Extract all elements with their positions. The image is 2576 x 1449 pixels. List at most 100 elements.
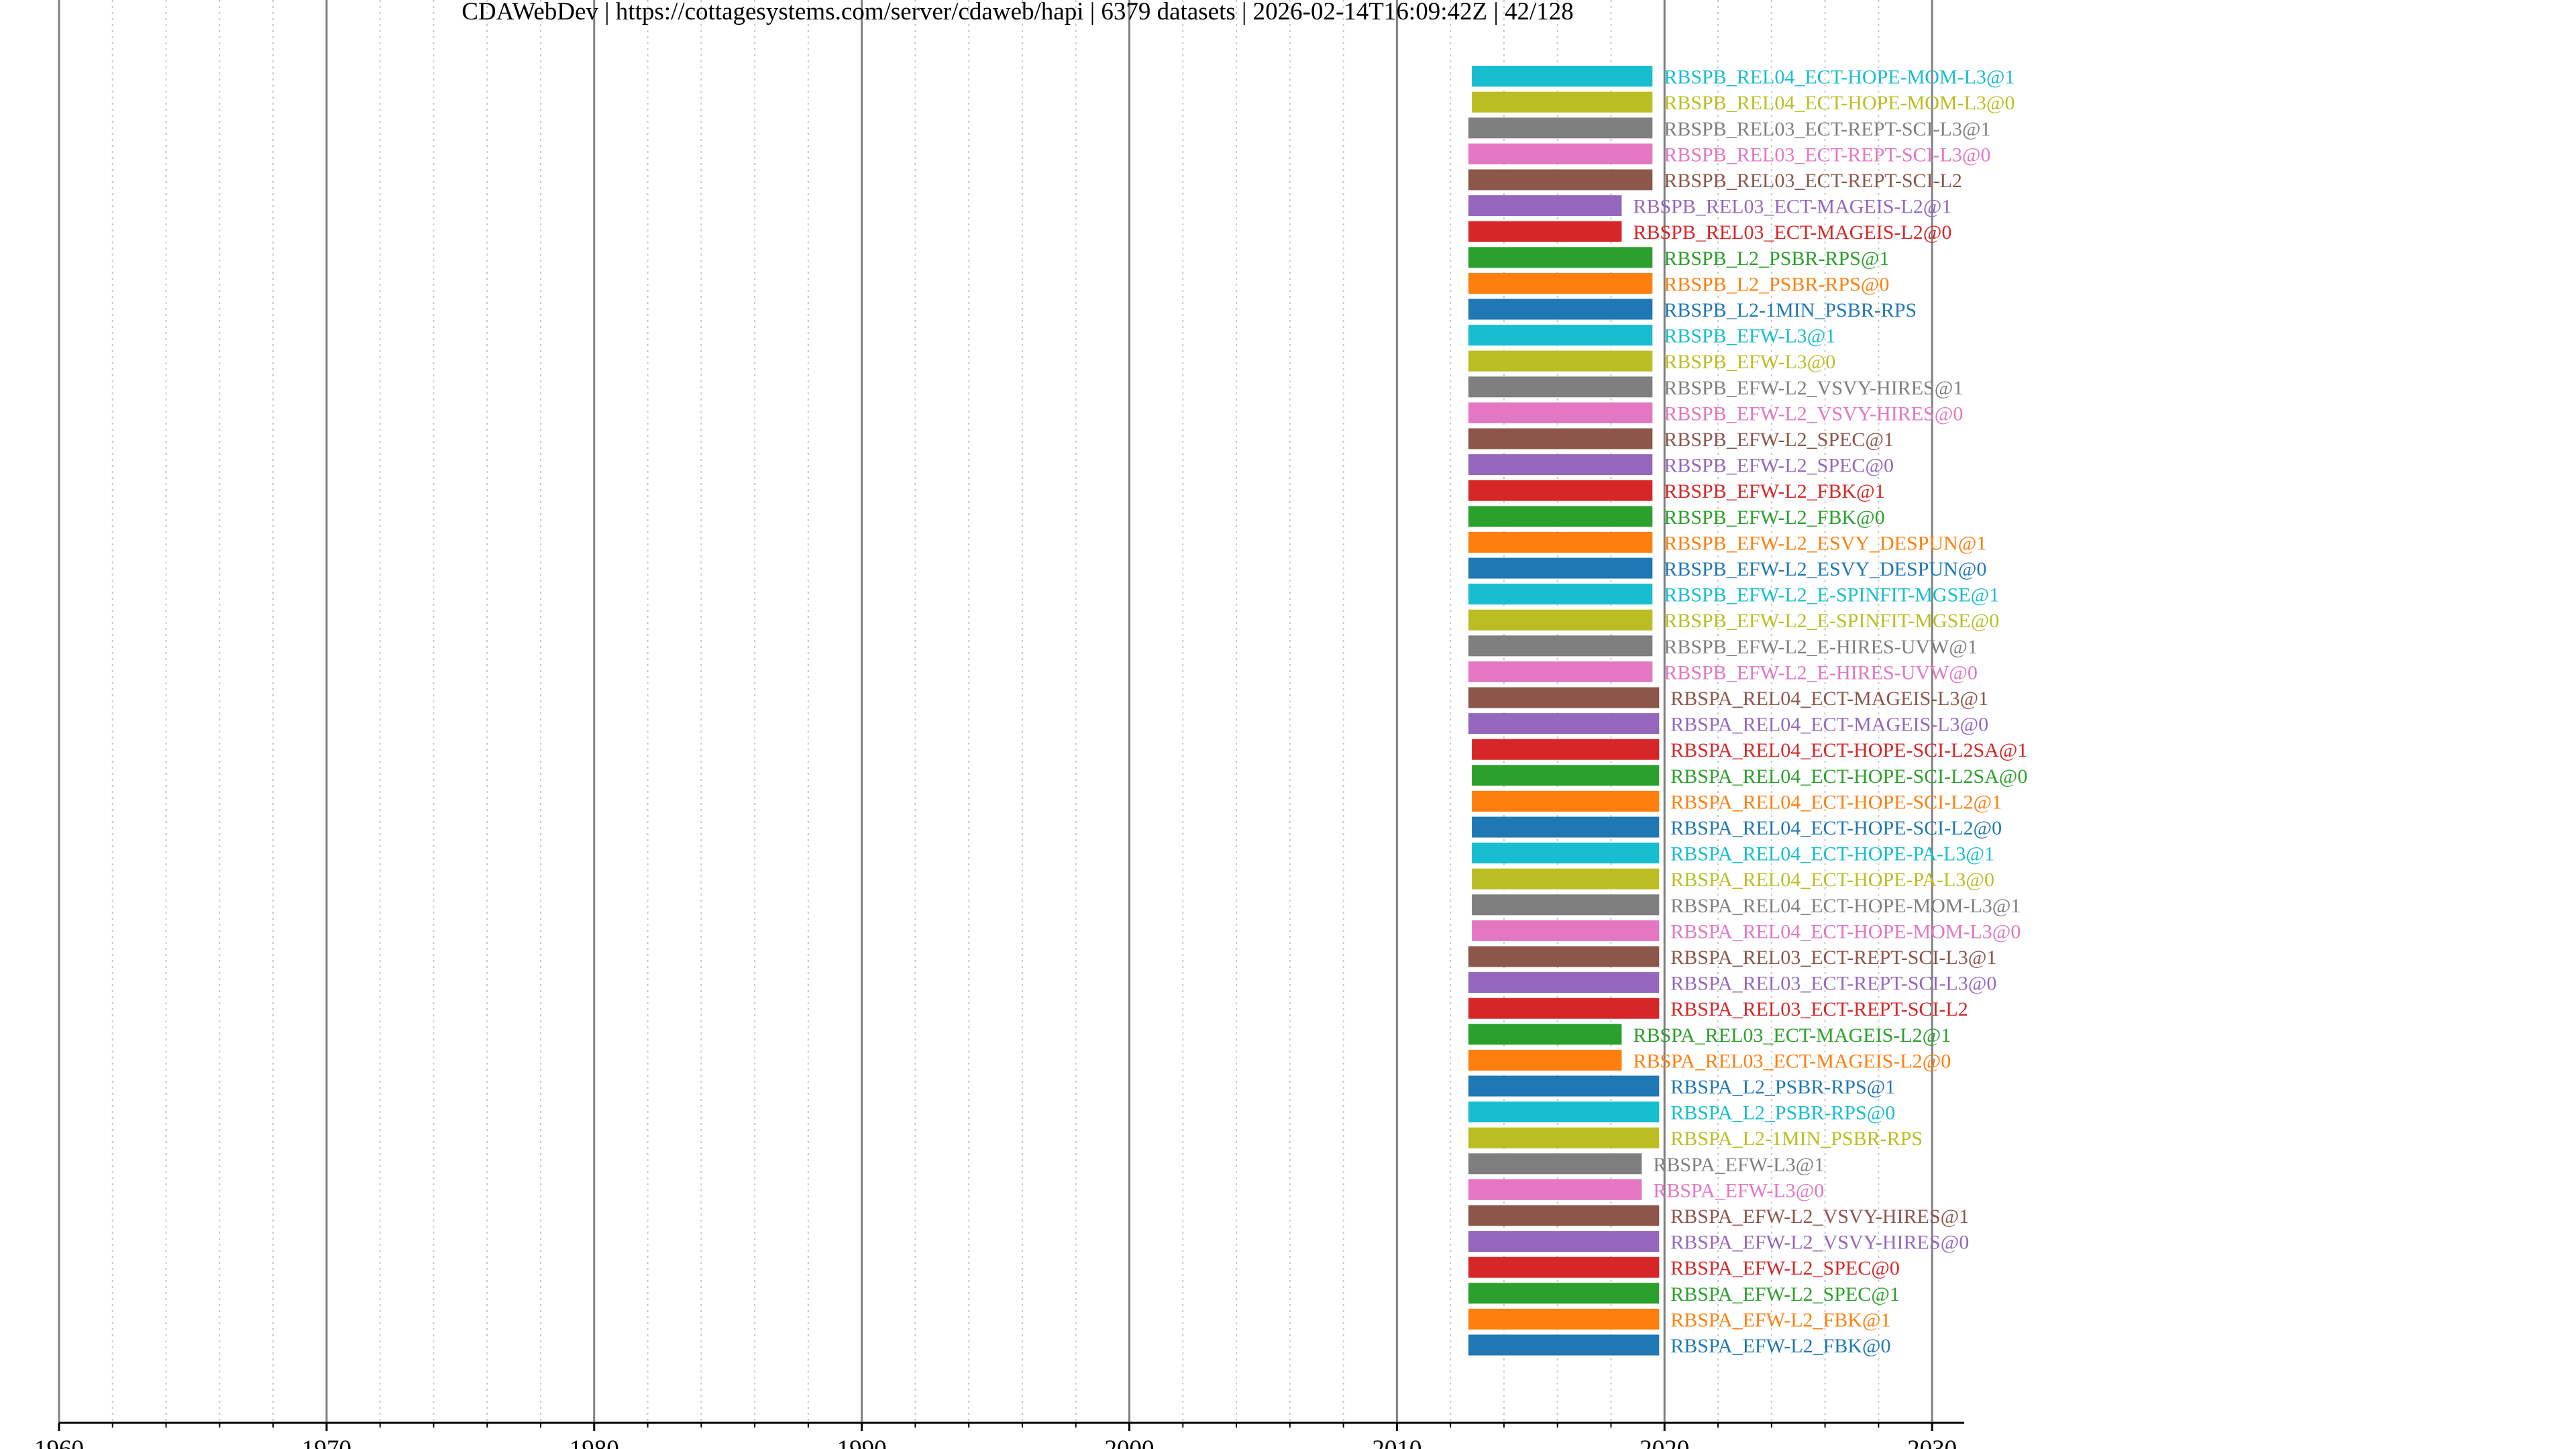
x-tick-label: 2030	[1907, 1436, 1957, 1449]
dataset-label: RBSPA_REL04_ECT-HOPE-PA-L3@1	[1670, 843, 1994, 865]
dataset-label: RBSPA_EFW-L3@1	[1653, 1154, 1824, 1176]
dataset-label: RBSPB_EFW-L2_E-SPINFIT-MGSE@0	[1664, 610, 1999, 632]
dataset-bar	[1472, 894, 1660, 916]
dataset-label: RBSPA_REL04_ECT-HOPE-SCI-L2@1	[1670, 791, 2002, 813]
dataset-label: RBSPB_REL04_ECT-HOPE-MOM-L3@0	[1664, 92, 2015, 114]
dataset-bar	[1468, 557, 1653, 579]
dataset-label: RBSPB_EFW-L2_ESVY_DESPUN@0	[1664, 558, 1986, 580]
dataset-label: RBSPA_REL04_ECT-HOPE-MOM-L3@1	[1670, 895, 2021, 917]
dataset-label: RBSPA_REL04_ECT-HOPE-PA-L3@0	[1670, 869, 1994, 891]
dataset-label: RBSPA_EFW-L3@0	[1653, 1179, 1824, 1201]
dataset-bar	[1472, 739, 1660, 760]
dataset-bar	[1468, 998, 1660, 1019]
dataset-label: RBSPA_REL04_ECT-HOPE-SCI-L2@0	[1670, 817, 2002, 839]
dataset-bar	[1472, 91, 1653, 113]
dataset-label: RBSPB_EFW-L2_SPEC@1	[1664, 429, 1894, 451]
dataset-bar	[1468, 1024, 1622, 1045]
dataset-bar	[1468, 195, 1622, 217]
dataset-label: RBSPB_REL04_ECT-HOPE-MOM-L3@1	[1664, 66, 2015, 89]
dataset-label: RBSPB_EFW-L2_SPEC@0	[1664, 455, 1894, 477]
dataset-bar	[1468, 299, 1653, 320]
dataset-bar	[1472, 790, 1660, 812]
dataset-bar	[1468, 635, 1653, 657]
dataset-label: RBSPB_L2_PSBR-RPS@0	[1664, 273, 1889, 295]
dataset-bar	[1468, 1102, 1660, 1123]
dataset-label: RBSPA_EFW-L2_FBK@0	[1670, 1335, 1890, 1357]
dataset-label: RBSPB_REL03_ECT-REPT-SCI-L2	[1664, 170, 1962, 192]
dataset-bar	[1468, 972, 1660, 994]
chart-title: CDAWebDev | https://cottagesystems.com/s…	[462, 0, 1574, 25]
dataset-bar	[1468, 247, 1653, 268]
dataset-label: RBSPB_EFW-L2_FBK@0	[1664, 506, 1884, 529]
dataset-bar	[1468, 143, 1653, 164]
dataset-bar	[1468, 687, 1660, 708]
dataset-label: RBSPB_REL03_ECT-MAGEIS-L2@0	[1633, 221, 1951, 244]
dataset-bar	[1472, 920, 1660, 941]
dataset-label: RBSPB_EFW-L2_E-HIRES-UVW@0	[1664, 661, 1978, 684]
dataset-label: RBSPA_REL03_ECT-MAGEIS-L2@1	[1633, 1024, 1951, 1046]
dataset-bar	[1468, 428, 1653, 449]
dataset-label: RBSPA_REL04_ECT-MAGEIS-L3@0	[1670, 714, 1988, 736]
dataset-label: RBSPA_REL04_ECT-HOPE-SCI-L2SA@1	[1670, 739, 2027, 761]
dataset-label: RBSPB_REL03_ECT-REPT-SCI-L3@1	[1664, 118, 1990, 140]
dataset-label: RBSPA_REL04_ECT-MAGEIS-L3@1	[1670, 688, 1988, 710]
dataset-label: RBSPB_EFW-L2_E-HIRES-UVW@1	[1664, 636, 1978, 658]
dataset-bar	[1468, 1127, 1660, 1148]
dataset-label: RBSPB_EFW-L2_VSVY-HIRES@0	[1664, 402, 1963, 425]
dataset-label: RBSPA_EFW-L2_FBK@1	[1670, 1309, 1890, 1331]
dataset-bar	[1468, 480, 1653, 501]
dataset-label: RBSPB_L2_PSBR-RPS@1	[1664, 248, 1889, 270]
x-tick-label: 1970	[302, 1436, 352, 1449]
x-tick-label: 1990	[837, 1436, 887, 1449]
dataset-bar	[1468, 117, 1653, 139]
dataset-bar	[1468, 350, 1653, 372]
dataset-bar	[1468, 946, 1660, 967]
dataset-bar	[1468, 713, 1660, 735]
dataset-label: RBSPA_REL03_ECT-REPT-SCI-L3@1	[1670, 947, 1996, 969]
dataset-label: RBSPB_EFW-L2_FBK@1	[1664, 480, 1884, 502]
dataset-label: RBSPA_REL03_ECT-MAGEIS-L2@0	[1633, 1050, 1951, 1072]
dataset-bar	[1472, 868, 1660, 890]
dataset-label: RBSPA_EFW-L2_SPEC@1	[1670, 1283, 1900, 1305]
dataset-bar	[1472, 816, 1660, 838]
dataset-bar	[1468, 1075, 1660, 1097]
dataset-bar	[1468, 531, 1653, 553]
dataset-label: RBSPA_EFW-L2_VSVY-HIRES@0	[1670, 1232, 1969, 1254]
dataset-bar	[1468, 1205, 1660, 1226]
dataset-bar	[1468, 609, 1653, 631]
dataset-label: RBSPA_REL03_ECT-REPT-SCI-L3@0	[1670, 973, 1996, 995]
dataset-label: RBSPA_L2_PSBR-RPS@0	[1670, 1102, 1895, 1124]
x-axis: 1960 1970 1980 1990 2000 2010 2020 2030	[34, 1421, 1964, 1449]
dataset-label: RBSPB_EFW-L2_ESVY_DESPUN@1	[1664, 532, 1986, 554]
dataset-bar	[1468, 661, 1653, 682]
dataset-label: RBSPB_REL03_ECT-REPT-SCI-L3@0	[1664, 144, 1990, 166]
dataset-label: RBSPA_L2-1MIN_PSBR-RPS	[1670, 1128, 1923, 1150]
dataset-bar	[1472, 843, 1660, 864]
dataset-bar	[1468, 221, 1622, 242]
grid-layer	[58, 0, 1933, 1423]
dataset-label: RBSPA_EFW-L2_VSVY-HIRES@1	[1670, 1205, 1969, 1228]
dataset-bar	[1468, 1283, 1660, 1304]
dataset-bar	[1468, 169, 1653, 191]
dataset-bar	[1472, 66, 1653, 87]
dataset-bar	[1468, 325, 1653, 346]
dataset-label: RBSPA_REL03_ECT-REPT-SCI-L2	[1670, 998, 1968, 1020]
dataset-label: RBSPA_EFW-L2_SPEC@0	[1670, 1257, 1900, 1279]
dataset-label: RBSPB_REL03_ECT-MAGEIS-L2@1	[1633, 196, 1951, 218]
dataset-bar	[1468, 376, 1653, 398]
dataset-bar	[1468, 1308, 1660, 1330]
dataset-bar	[1468, 402, 1653, 423]
x-tick-label: 1980	[570, 1436, 619, 1449]
dataset-bar	[1468, 1334, 1660, 1356]
dataset-label: RBSPA_L2_PSBR-RPS@1	[1670, 1076, 1895, 1098]
dataset-label: RBSPB_EFW-L2_VSVY-HIRES@1	[1664, 377, 1963, 399]
bar-layer: RBSPA_EFW-L2_FBK@0 RBSPA_EFW-L2_FBK@1 RBSP…	[1468, 66, 2027, 1357]
dataset-bar	[1468, 1179, 1642, 1200]
dataset-label: RBSPA_REL04_ECT-HOPE-SCI-L2SA@0	[1670, 765, 2027, 788]
dataset-bar	[1468, 454, 1653, 476]
dataset-bar	[1468, 506, 1653, 527]
dataset-bar	[1468, 1231, 1660, 1252]
dataset-label: RBSPB_EFW-L2_E-SPINFIT-MGSE@1	[1664, 584, 1999, 606]
dataset-bar	[1468, 272, 1653, 294]
